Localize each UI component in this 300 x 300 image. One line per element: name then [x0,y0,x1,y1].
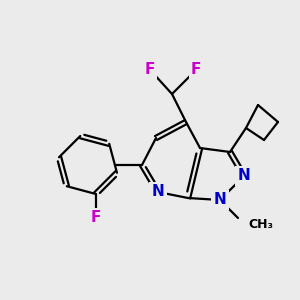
Text: N: N [238,169,250,184]
Text: CH₃: CH₃ [248,218,273,230]
Text: N: N [214,193,226,208]
Text: F: F [191,61,201,76]
Text: F: F [145,61,155,76]
Text: N: N [152,184,164,200]
Text: F: F [91,211,101,226]
